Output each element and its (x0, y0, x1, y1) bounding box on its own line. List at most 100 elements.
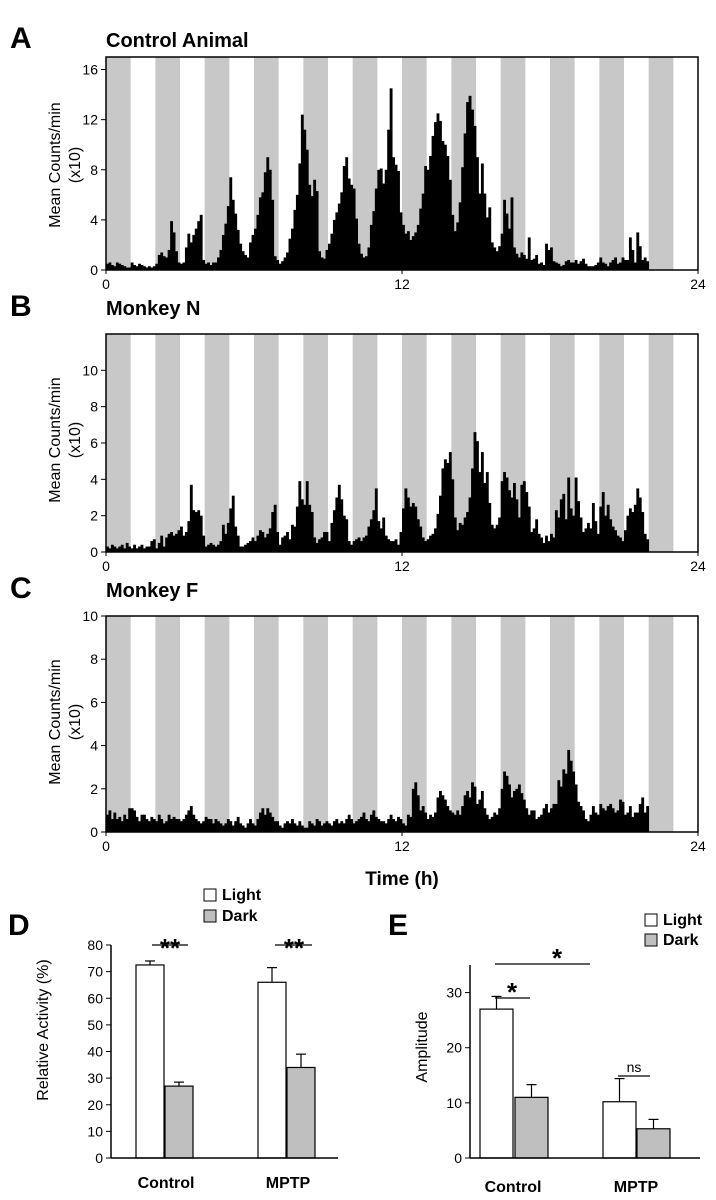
panel-b-bar (276, 532, 280, 552)
panel-letter-b: B (10, 290, 32, 323)
panel-b-bar (184, 532, 188, 552)
panel-a-bar (619, 262, 622, 270)
panel-e-y-tick-label: 0 (454, 1150, 462, 1166)
panel-b-bar (416, 519, 420, 552)
panel-b-bar (443, 459, 447, 552)
panel-a-bar (160, 252, 164, 270)
panel-c-x-ticks: 0 12 24 (102, 832, 706, 854)
panel-b-bar (473, 432, 477, 552)
panel-c-bar (246, 823, 250, 832)
panel-b-bar (286, 532, 289, 552)
panel-b-bar (219, 541, 223, 552)
panel-c-y-tick-label: 0 (90, 824, 98, 840)
panel-b-bar (382, 517, 386, 552)
panel-a-bar (535, 254, 539, 270)
panel-c-bar (180, 821, 183, 832)
panel-c-x-tick-label: 12 (394, 838, 410, 854)
panel-b-bar (365, 535, 368, 552)
panel-c-bar (456, 810, 460, 832)
panel-b-bar (550, 533, 553, 552)
panel-b-bar (609, 519, 613, 552)
panel-b-bar (419, 526, 423, 552)
panel-b-bar (110, 544, 114, 552)
panel-b-bar (310, 512, 314, 552)
panel-b-bar (404, 488, 408, 552)
panel-b-bar (493, 528, 497, 552)
panel-a-bar (145, 267, 149, 270)
panel-c-bar (219, 823, 223, 832)
panel-b-bar (421, 537, 425, 552)
panel-b-bar (439, 495, 442, 552)
panel-a-bar (224, 223, 228, 270)
panel-b-bar (379, 528, 383, 552)
panel-a-bar (360, 253, 363, 270)
panel-a-y-ticks: 0 4 8 12 16 (82, 62, 106, 278)
panel-a-bar (374, 188, 378, 270)
panel-c-bar (315, 819, 319, 832)
panel-c-y-tick-label: 4 (90, 738, 98, 754)
panel-b-bar (199, 515, 203, 552)
panel-a-bar (167, 249, 171, 270)
panel-c-x-tick-label: 0 (102, 838, 110, 854)
panel-d-bars (135, 960, 316, 1159)
panel-d-y-tick-label: 30 (87, 1070, 103, 1086)
panel-a-bar (513, 247, 516, 270)
panel-b-bar (125, 542, 129, 552)
panel-b-bar (387, 539, 391, 552)
panel-b-bar (209, 542, 213, 552)
panel-a-bar (626, 259, 630, 270)
panel-a-bars (106, 88, 650, 271)
panel-b-bar (357, 537, 361, 552)
panel-c-bar (513, 790, 516, 832)
panel-c-bar (411, 788, 415, 832)
panel-b-bar (298, 481, 302, 552)
panel-c-bar (261, 808, 265, 832)
panel-b-bar (384, 535, 388, 552)
panel-c-bar (466, 790, 469, 832)
panel-a-bar (530, 259, 534, 270)
panel-c-bar (177, 819, 181, 832)
panel-b-bar (458, 522, 462, 552)
panel-a-bar (357, 243, 361, 270)
panel-b-bar (133, 544, 136, 552)
panel-b-bar (631, 512, 635, 552)
panel-a-bar (350, 184, 354, 270)
panel-b-bar (542, 542, 546, 552)
panel-a-bar (293, 209, 297, 270)
panel-a-bar (562, 264, 566, 270)
panel-b-bar (584, 528, 588, 552)
panel-d-y-tick-label: 50 (87, 1017, 103, 1033)
panel-a-bar (249, 242, 252, 270)
panel-c-bar (569, 760, 573, 832)
panel-a-bar (628, 237, 632, 270)
panel-a-bar (453, 231, 457, 270)
panel-b-bar (508, 490, 511, 552)
panel-c-dark-band-5 (303, 616, 328, 832)
panel-a-bar (522, 254, 526, 270)
panel-c-title: Monkey F (106, 580, 198, 602)
panel-c-bar (152, 819, 156, 832)
panel-c-bar (229, 821, 233, 832)
panel-c-bar (239, 823, 243, 832)
panel-c-y-label-line-2: (x10) (67, 704, 84, 740)
panel-c-bar (424, 812, 428, 832)
panel-d-y-label: Relative Activity (%) (35, 959, 52, 1100)
panel-e-y-tick-label: 20 (446, 1040, 462, 1056)
panel-e-y-tick-label: 10 (446, 1095, 462, 1111)
panel-a-bar (328, 243, 331, 270)
panel-c-bar (550, 808, 553, 832)
panel-b-bar (266, 533, 270, 552)
panel-a-bar (468, 95, 472, 270)
panel-a-bar (402, 224, 405, 270)
panel-d-bar-dark-mptp (286, 1066, 316, 1159)
panel-b-bar (547, 541, 551, 552)
panel-c-bar (589, 814, 593, 832)
panel-c-bar (624, 814, 627, 832)
panel-b-bar (189, 484, 193, 552)
panel-b-bar (182, 535, 186, 552)
panel-c-bar (204, 816, 208, 832)
panel-c-bar (138, 821, 141, 832)
panel-a-dark-band-2 (155, 57, 180, 270)
panel-c-bar (582, 810, 585, 832)
